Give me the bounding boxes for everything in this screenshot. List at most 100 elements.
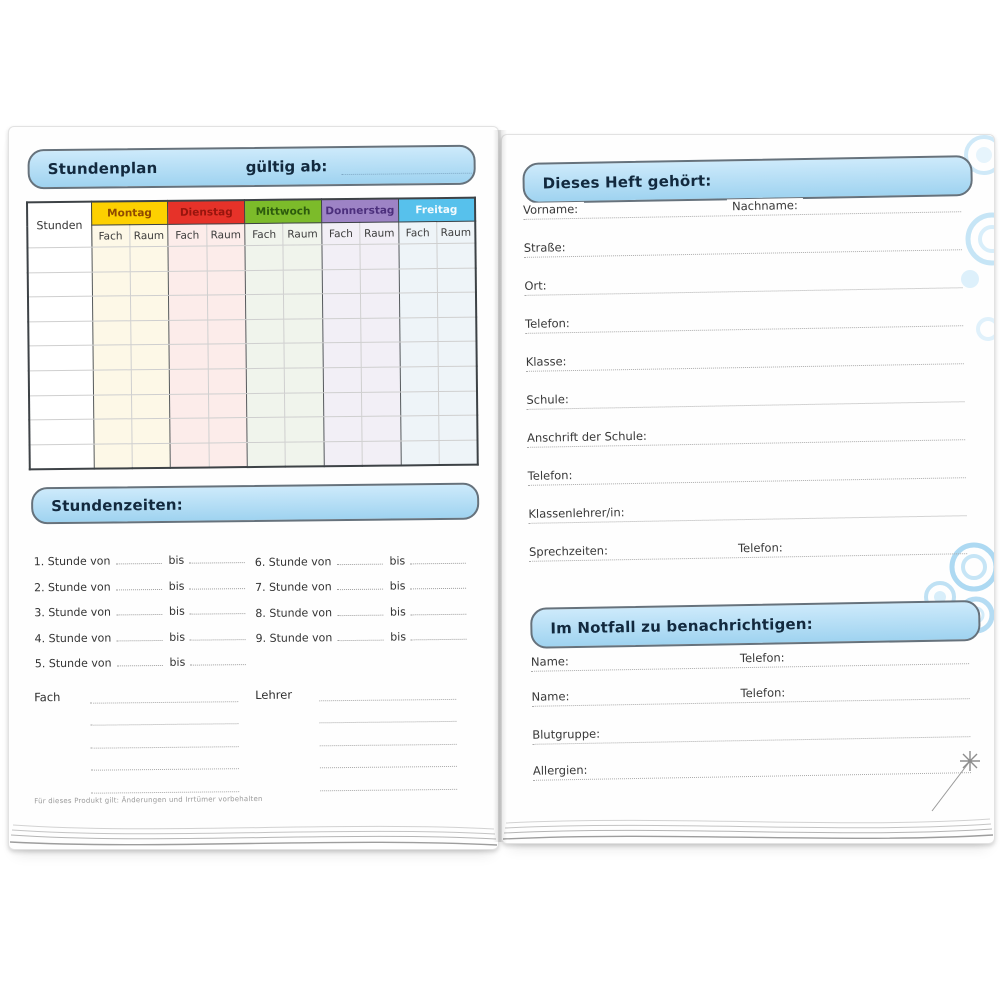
field-row: Blutgruppe: <box>532 711 971 745</box>
gueltig-ab-line <box>341 172 472 176</box>
timetable-cell <box>438 390 478 416</box>
timetable-cell <box>91 246 131 272</box>
timetable-cell <box>208 442 248 468</box>
lesson-bis-label: bis <box>390 630 407 644</box>
timetable-cell <box>361 317 400 343</box>
timetable-cell <box>169 319 208 345</box>
field-line <box>526 401 965 410</box>
timetable-cell <box>285 416 324 442</box>
product-disclaimer: Für dieses Produkt gilt: Änderungen und … <box>34 794 263 806</box>
timetable-cell <box>437 267 476 293</box>
day-header-montag: Montag <box>90 200 169 226</box>
timetable-cell <box>130 295 170 321</box>
lesson-bis-line <box>410 551 467 565</box>
timetable-body <box>27 243 478 470</box>
lesson-label: 4. Stunde von <box>34 631 112 646</box>
fach-column-label: Fach <box>34 690 61 705</box>
timetable-cell <box>437 243 476 269</box>
lesson-bis-line <box>190 653 247 666</box>
stunden-cell <box>28 345 93 371</box>
timetable-cell <box>284 343 324 369</box>
timetable-cell <box>437 292 477 318</box>
timetable-cell <box>439 439 478 466</box>
timetable-cell <box>169 344 208 370</box>
lesson-von-line <box>336 577 383 591</box>
lesson-entry: 6. Stunde von bis <box>255 551 474 569</box>
lesson-von-line <box>115 551 162 565</box>
lehrer-line <box>319 698 457 702</box>
day-header-dienstag: Dienstag <box>167 200 245 225</box>
lehrer-column-label: Lehrer <box>255 687 293 702</box>
field-line <box>525 363 964 372</box>
field-row: Anschrift der Schule: <box>526 414 966 448</box>
lesson-bis-line <box>189 577 246 590</box>
lesson-entry: 1. Stunde von bis <box>34 551 253 568</box>
field-label: Anschrift der Schule: <box>526 428 653 445</box>
timetable-cell <box>169 393 209 419</box>
lesson-label: 2. Stunde von <box>33 580 111 595</box>
lesson-entry: 9. Stunde von bis <box>255 627 474 645</box>
right-page: Dieses Heft gehört: Vorname: Nachname: S… <box>501 134 995 844</box>
owner-title: Dieses Heft gehört: <box>542 171 712 193</box>
stunden-corner-header: Stunden <box>26 201 92 248</box>
timetable-cell <box>399 317 439 343</box>
field-label: Ort: <box>524 278 553 293</box>
stunden-cell <box>27 296 93 322</box>
timetable-cell <box>438 341 477 367</box>
field-row: Schule: <box>526 376 965 410</box>
timetable-cell <box>360 243 399 269</box>
lesson-bis-label: bis <box>389 554 406 568</box>
timetable-cell <box>170 418 209 444</box>
timetable-cell <box>208 417 248 443</box>
field-label: Telefon: <box>527 467 579 483</box>
day-header-donnerstag: Donnerstag <box>321 198 399 223</box>
timetable-cell <box>131 369 170 395</box>
timetable-cell <box>131 418 171 444</box>
timetable-cell <box>169 368 209 394</box>
timetable-cell <box>284 367 324 393</box>
field-label-secondary: Telefon: <box>735 685 791 701</box>
timetable-cell <box>207 343 247 369</box>
field-label-secondary: Telefon: <box>734 650 790 666</box>
timetable-cell <box>323 367 362 393</box>
timetable-cell <box>245 294 285 320</box>
field-label-secondary: Nachname: <box>726 198 803 214</box>
lesson-von-line <box>115 577 162 591</box>
timetable-cell <box>245 318 285 344</box>
lesson-bis-label: bis <box>389 579 406 593</box>
left-page: Stundenplan gültig ab: Stunden Montag Di… <box>8 126 499 850</box>
timetable-cell <box>360 293 400 319</box>
timetable-cell <box>92 345 132 371</box>
field-line <box>524 287 963 296</box>
raum-subheader: Raum <box>283 222 322 246</box>
fach-subheader: Fach <box>398 221 438 244</box>
lesson-bis-line <box>189 628 247 641</box>
timetable-cell <box>91 271 131 297</box>
lesson-von-line <box>115 602 163 616</box>
fach-line <box>90 723 239 726</box>
lesson-von-line <box>337 628 384 642</box>
lesson-bis-label: bis <box>169 655 186 669</box>
stunden-cell <box>29 394 94 421</box>
stunden-cell <box>27 247 92 273</box>
field-row: Sprechzeiten: Telefon: <box>528 528 968 562</box>
field-label: Name: <box>531 689 576 704</box>
timetable-cell <box>400 415 440 441</box>
lesson-label: 5. Stunde von <box>34 656 112 671</box>
field-line <box>525 325 964 334</box>
timetable-cell <box>93 394 132 420</box>
timetable-cell <box>131 443 171 469</box>
stundenzeiten-title: Stundenzeiten: <box>51 495 184 515</box>
timetable-cell <box>168 245 207 271</box>
stundenplan-title: Stundenplan <box>47 158 158 179</box>
timetable-cell <box>283 269 323 295</box>
field-label: Name: <box>530 654 575 669</box>
page-curl-right <box>502 818 994 840</box>
timetable-cell <box>283 244 323 270</box>
field-row: Ort: <box>524 262 963 296</box>
lesson-bis-line <box>410 576 467 590</box>
emergency-title: Im Notfall zu benachrichtigen: <box>550 614 814 637</box>
timetable-cell <box>285 441 325 468</box>
lesson-bis-label: bis <box>389 605 406 619</box>
